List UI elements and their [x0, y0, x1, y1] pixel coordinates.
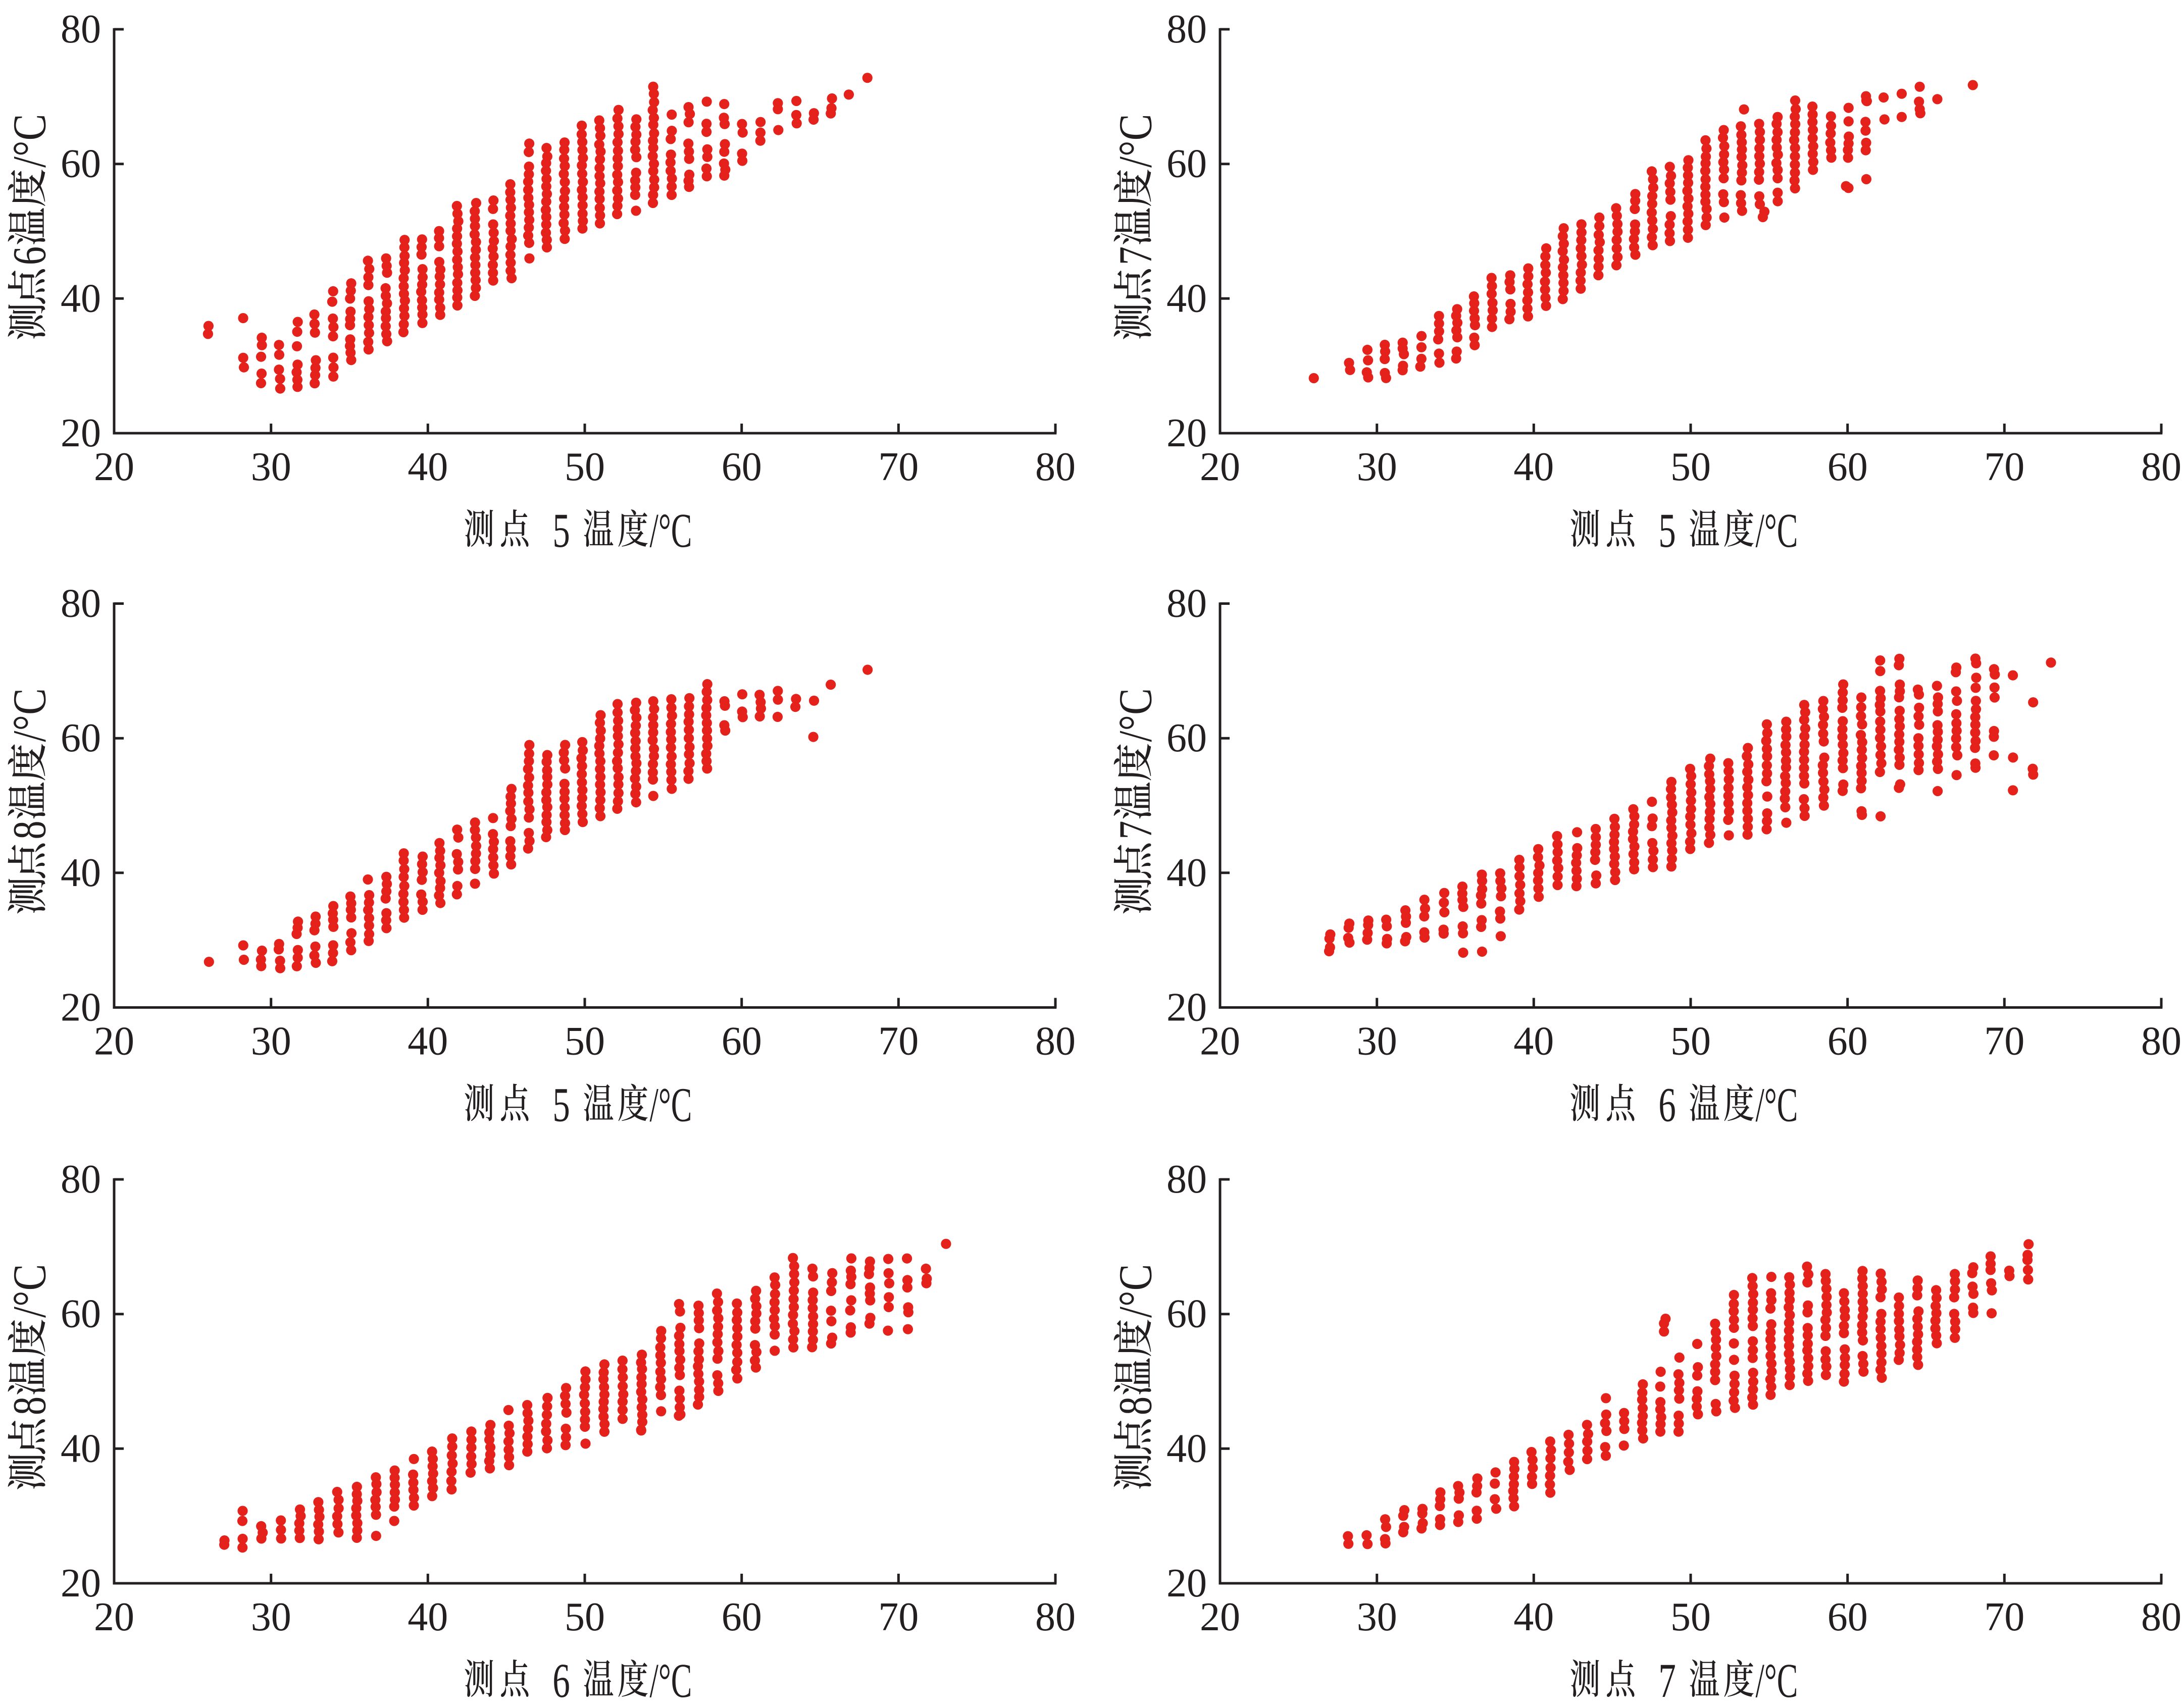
svg-text:70: 70: [878, 1595, 919, 1639]
svg-text:70: 70: [878, 445, 919, 489]
svg-text:20: 20: [94, 1019, 134, 1064]
svg-text:60: 60: [1166, 1292, 1207, 1336]
svg-text:/°C: /°C: [4, 688, 56, 742]
svg-text:50: 50: [565, 1019, 605, 1064]
svg-text:30: 30: [251, 445, 291, 489]
svg-text:60: 60: [1828, 1595, 1868, 1639]
svg-text:60: 60: [722, 1019, 762, 1064]
svg-text:70: 70: [1984, 1595, 2024, 1639]
svg-text:20: 20: [1200, 1019, 1240, 1064]
svg-text:20: 20: [61, 411, 101, 455]
svg-text:80: 80: [61, 7, 101, 51]
svg-text:60: 60: [1828, 1019, 1868, 1064]
svg-text:50: 50: [565, 1595, 605, 1639]
svg-text:80: 80: [1166, 1157, 1207, 1202]
svg-text:20: 20: [94, 445, 134, 489]
svg-text:60: 60: [722, 1595, 762, 1639]
svg-text:80: 80: [1166, 7, 1207, 51]
svg-text:80: 80: [1166, 582, 1207, 626]
svg-text:7: 7: [1110, 246, 1162, 265]
svg-text:/°C: /°C: [650, 1654, 692, 1705]
svg-text:20: 20: [94, 1595, 134, 1639]
svg-text:/°C: /°C: [1756, 1078, 1798, 1132]
svg-text:60: 60: [722, 445, 762, 489]
svg-text:80: 80: [1035, 445, 1076, 489]
svg-text:80: 80: [61, 582, 101, 626]
svg-text:30: 30: [1357, 1595, 1397, 1639]
svg-text:80: 80: [1035, 1019, 1076, 1064]
svg-text:30: 30: [1357, 445, 1397, 489]
svg-text:5: 5: [552, 504, 570, 558]
svg-text:8: 8: [4, 820, 56, 839]
svg-text:60: 60: [61, 716, 101, 760]
svg-text:80: 80: [61, 1157, 101, 1202]
svg-text:40: 40: [408, 1595, 448, 1639]
svg-text:80: 80: [2141, 445, 2181, 489]
svg-text:/°C: /°C: [4, 1264, 56, 1318]
svg-text:40: 40: [1513, 1019, 1554, 1064]
svg-text:60: 60: [1828, 445, 1868, 489]
svg-text:40: 40: [408, 445, 448, 489]
svg-text:40: 40: [1166, 1426, 1207, 1471]
svg-text:60: 60: [1166, 142, 1207, 186]
svg-text:/°C: /°C: [1756, 1654, 1798, 1705]
svg-text:40: 40: [1166, 276, 1207, 321]
svg-text:50: 50: [1670, 1595, 1711, 1639]
svg-text:70: 70: [1984, 445, 2024, 489]
svg-text:30: 30: [251, 1595, 291, 1639]
svg-text:20: 20: [1200, 1595, 1240, 1639]
svg-text:20: 20: [61, 1561, 101, 1606]
svg-text:/°C: /°C: [1109, 1264, 1161, 1318]
svg-text:80: 80: [2141, 1595, 2181, 1639]
svg-text:50: 50: [1670, 1019, 1711, 1064]
svg-text:7: 7: [1110, 820, 1162, 839]
svg-text:6: 6: [1658, 1078, 1676, 1132]
svg-text:20: 20: [1166, 411, 1207, 455]
svg-text:20: 20: [1200, 445, 1240, 489]
svg-text:20: 20: [61, 986, 101, 1030]
svg-text:20: 20: [1166, 1561, 1207, 1606]
svg-text:30: 30: [1357, 1019, 1397, 1064]
svg-text:/°C: /°C: [1109, 688, 1161, 742]
svg-text:40: 40: [408, 1019, 448, 1064]
svg-text:40: 40: [61, 276, 101, 321]
svg-text:60: 60: [61, 1292, 101, 1336]
svg-text:20: 20: [1166, 986, 1207, 1030]
svg-text:40: 40: [1513, 445, 1554, 489]
svg-text:50: 50: [565, 445, 605, 489]
svg-text:7: 7: [1658, 1654, 1676, 1705]
svg-text:5: 5: [552, 1078, 570, 1132]
svg-text:30: 30: [251, 1019, 291, 1064]
svg-text:70: 70: [1984, 1019, 2024, 1064]
svg-text:5: 5: [1658, 504, 1676, 558]
svg-text:60: 60: [1166, 716, 1207, 760]
svg-text:/°C: /°C: [4, 114, 56, 168]
svg-text:70: 70: [878, 1019, 919, 1064]
svg-text:40: 40: [61, 1426, 101, 1471]
svg-text:8: 8: [1110, 1396, 1162, 1415]
svg-text:/°C: /°C: [650, 1078, 692, 1132]
svg-text:40: 40: [61, 851, 101, 895]
svg-text:/°C: /°C: [650, 504, 692, 558]
svg-text:/°C: /°C: [1109, 114, 1161, 168]
svg-text:40: 40: [1166, 851, 1207, 895]
svg-text:60: 60: [61, 142, 101, 186]
svg-text:50: 50: [1670, 445, 1711, 489]
svg-text:/°C: /°C: [1756, 504, 1798, 558]
svg-text:80: 80: [2141, 1019, 2181, 1064]
svg-text:6: 6: [4, 246, 56, 265]
svg-text:6: 6: [552, 1654, 570, 1705]
svg-text:80: 80: [1035, 1595, 1076, 1639]
svg-text:40: 40: [1513, 1595, 1554, 1639]
svg-text:8: 8: [4, 1396, 56, 1415]
